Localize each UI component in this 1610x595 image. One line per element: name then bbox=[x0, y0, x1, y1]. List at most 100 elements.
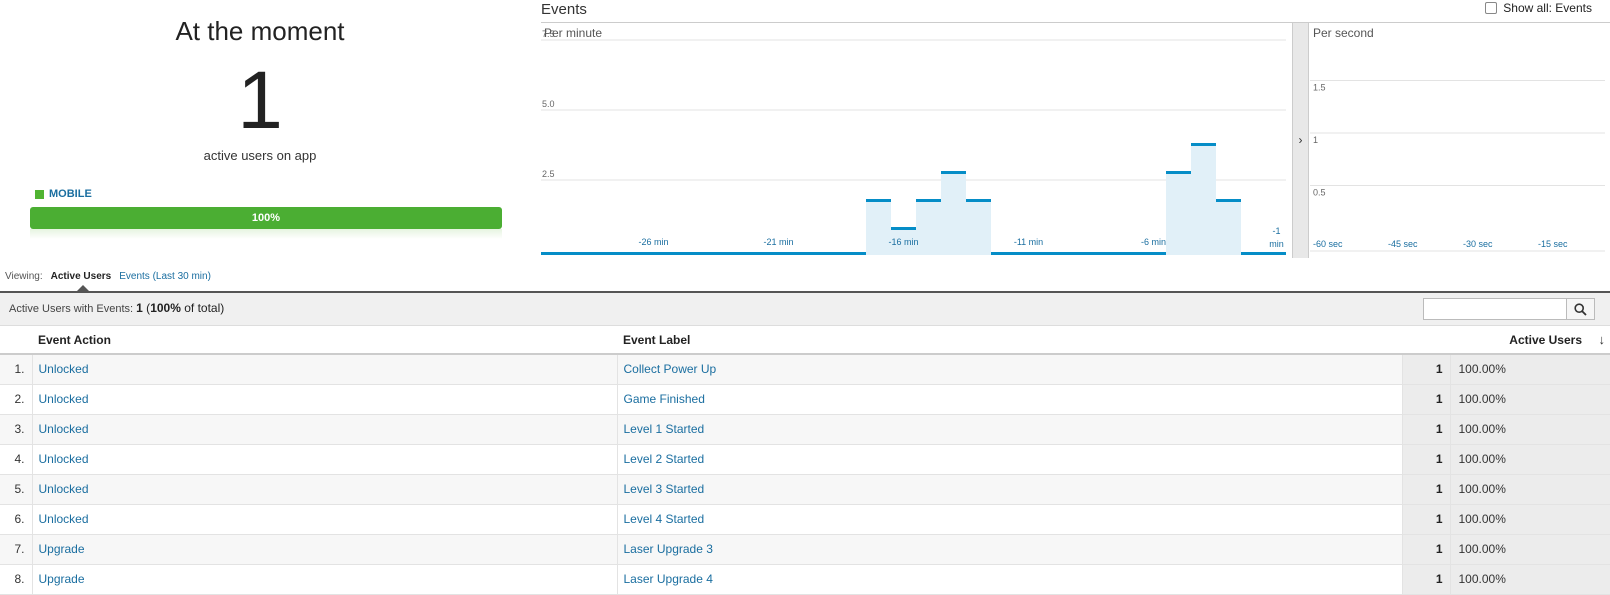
active-users-value: 1 bbox=[1402, 384, 1451, 415]
show-all-checkbox[interactable] bbox=[1485, 2, 1498, 14]
table-row: 2. Unlocked Game Finished 1 100.00% bbox=[0, 384, 1610, 415]
event-label-link[interactable]: Level 2 Started bbox=[623, 452, 705, 466]
x-tick-label: -45 sec bbox=[1388, 239, 1418, 249]
y-tick-label: 5.0 bbox=[542, 99, 555, 109]
row-number: 8. bbox=[0, 564, 33, 595]
active-users-percent: 100.00% bbox=[1450, 384, 1610, 415]
active-users-percent: 100.00% bbox=[1450, 354, 1610, 385]
baseline-segment bbox=[1141, 252, 1166, 255]
event-action-link[interactable]: Unlocked bbox=[38, 392, 89, 406]
event-label-cell: Level 2 Started bbox=[617, 444, 1403, 475]
event-label-link[interactable]: Level 4 Started bbox=[623, 512, 705, 526]
show-all-events-toggle[interactable]: Show all: Events bbox=[1485, 1, 1592, 15]
baseline-segment bbox=[1266, 252, 1286, 255]
mobile-color-swatch bbox=[35, 189, 44, 199]
x-tick-label: -1 bbox=[1272, 226, 1280, 236]
search-input[interactable] bbox=[1423, 298, 1567, 320]
event-label-link[interactable]: Level 1 Started bbox=[623, 422, 705, 436]
search-icon[interactable] bbox=[1574, 302, 1587, 316]
moment-title: At the moment bbox=[175, 16, 345, 46]
active-users-value: 1 bbox=[1402, 354, 1451, 385]
baseline-segment bbox=[1016, 252, 1041, 255]
event-label-link[interactable]: Laser Upgrade 4 bbox=[623, 572, 713, 586]
event-action-link[interactable]: Unlocked bbox=[38, 452, 89, 466]
show-all-label: Show all: Events bbox=[1503, 1, 1592, 15]
y-tick-label: 7.5 bbox=[542, 29, 555, 39]
event-action-link[interactable]: Unlocked bbox=[38, 512, 89, 526]
event-label-link[interactable]: Game Finished bbox=[623, 392, 705, 406]
active-users-value: 1 bbox=[1402, 414, 1451, 445]
event-action-link[interactable]: Upgrade bbox=[38, 572, 85, 586]
table-row: 5. Unlocked Level 3 Started 1 100.00% bbox=[0, 474, 1610, 505]
summary-count: 1 bbox=[136, 301, 143, 315]
event-label-cell: Game Finished bbox=[617, 384, 1403, 415]
y-tick-label: 1.5 bbox=[1313, 83, 1326, 93]
tab-active-users[interactable]: Active Users bbox=[50, 271, 112, 291]
event-action-cell: Upgrade bbox=[32, 534, 618, 565]
baseline-segment bbox=[766, 252, 791, 255]
table-search bbox=[1423, 298, 1595, 320]
bar bbox=[1216, 199, 1241, 255]
device-label: MOBILE bbox=[49, 188, 92, 200]
bar-top bbox=[1191, 143, 1216, 146]
bar bbox=[866, 199, 891, 255]
baseline-segment bbox=[541, 252, 566, 255]
table-row: 3. Unlocked Level 1 Started 1 100.00% bbox=[0, 414, 1610, 445]
bar bbox=[966, 199, 991, 255]
bar-top bbox=[1166, 171, 1191, 174]
row-number: 1. bbox=[0, 354, 33, 385]
bar-top bbox=[941, 171, 966, 174]
baseline-segment bbox=[1116, 252, 1141, 255]
event-action-cell: Unlocked bbox=[32, 414, 618, 445]
x-tick-label: -11 min bbox=[1014, 237, 1043, 247]
bar-top bbox=[891, 227, 916, 230]
event-action-link[interactable]: Upgrade bbox=[38, 542, 85, 556]
event-action-cell: Unlocked bbox=[32, 354, 618, 385]
event-label-cell: Level 1 Started bbox=[617, 414, 1403, 445]
chevron-right-icon[interactable]: › bbox=[1298, 133, 1303, 147]
device-legend: MOBILE bbox=[35, 188, 92, 200]
tab-events-last-30[interactable]: Events (Last 30 min) bbox=[119, 271, 211, 282]
sort-descending-icon[interactable]: ↓ bbox=[1598, 332, 1606, 347]
event-label-link[interactable]: Level 3 Started bbox=[623, 482, 705, 496]
baseline-segment bbox=[991, 252, 1016, 255]
active-users-value: 1 bbox=[1402, 504, 1451, 535]
event-label-link[interactable]: Collect Power Up bbox=[623, 362, 717, 377]
bar-top bbox=[966, 199, 991, 202]
table-row: 7. Upgrade Laser Upgrade 3 1 100.00% bbox=[0, 534, 1610, 565]
event-label-cell: Collect Power Up bbox=[617, 354, 1403, 385]
event-action-cell: Unlocked bbox=[32, 474, 618, 505]
event-label-cell: Level 4 Started bbox=[617, 504, 1403, 535]
baseline-segment bbox=[1241, 252, 1266, 255]
device-share-bar: 100% bbox=[30, 207, 502, 229]
device-bar-shadow bbox=[30, 229, 502, 239]
y-tick-label: 2.5 bbox=[542, 169, 555, 179]
event-label-link[interactable]: Laser Upgrade 3 bbox=[623, 542, 713, 556]
per-second-chart: Per second 0.5 1 1.5 -60 sec -45 sec -30 sec -1… bbox=[1310, 26, 1605, 252]
event-action-link[interactable]: Unlocked bbox=[38, 422, 89, 436]
search-button[interactable] bbox=[1567, 298, 1595, 320]
event-action-cell: Unlocked bbox=[32, 384, 618, 415]
summary-label: Active Users with Events: bbox=[9, 303, 134, 315]
baseline-segment bbox=[691, 252, 716, 255]
event-action-link[interactable]: Unlocked bbox=[38, 362, 89, 377]
x-tick-label: -16 min bbox=[888, 237, 918, 247]
column-header-event-action[interactable]: Event Action bbox=[32, 326, 617, 355]
summary-suffix: of total) bbox=[180, 301, 225, 315]
bar bbox=[1166, 171, 1191, 255]
x-tick-label: -30 sec bbox=[1463, 239, 1493, 249]
active-users-percent: 100.00% bbox=[1450, 564, 1610, 595]
active-users-value: 1 bbox=[1402, 534, 1451, 565]
column-header-active-users[interactable]: Active Users ↓ bbox=[1402, 326, 1610, 355]
row-number: 3. bbox=[0, 414, 33, 445]
expand-chart-toggle[interactable]: › bbox=[1292, 23, 1309, 258]
column-header-event-label[interactable]: Event Label bbox=[617, 326, 1402, 355]
bar-top bbox=[916, 199, 941, 202]
at-the-moment-panel: At the moment 1 active users on app bbox=[30, 0, 490, 163]
baseline-segment bbox=[566, 252, 591, 255]
active-users-header-label[interactable]: Active Users bbox=[1509, 332, 1582, 347]
event-label-cell: Laser Upgrade 3 bbox=[617, 534, 1403, 565]
event-action-link[interactable]: Unlocked bbox=[38, 482, 89, 496]
table-summary-bar: Active Users with Events: 1 (100% of tot… bbox=[0, 291, 1610, 326]
